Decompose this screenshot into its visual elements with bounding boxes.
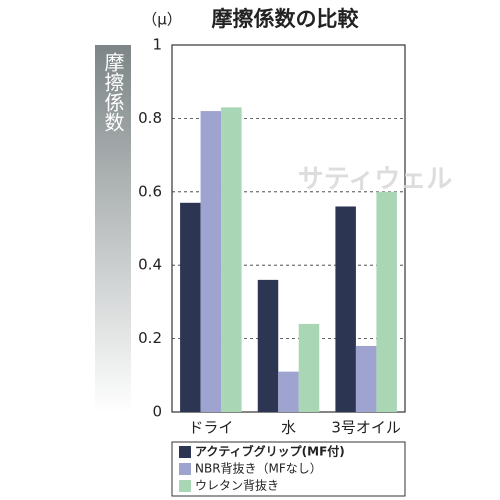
- legend-swatch: [179, 446, 191, 458]
- y-tick-label: 0.4: [138, 256, 162, 274]
- legend-swatch: [179, 463, 191, 475]
- bar: [221, 107, 242, 412]
- legend-label: アクティブグリップ(MF付): [195, 444, 345, 459]
- bar: [257, 279, 279, 412]
- y-axis-label: 摩擦係数: [101, 52, 125, 132]
- x-tick-label: 3号オイル: [331, 419, 401, 437]
- bar: [180, 202, 201, 412]
- y-tick-label: 0.6: [138, 182, 162, 200]
- watermark: サティウェル: [298, 165, 452, 195]
- x-tick-label: ドライ: [188, 419, 233, 437]
- legend-swatch: [179, 480, 191, 492]
- x-tick-label: 水: [281, 419, 296, 437]
- y-tick-label: 0.2: [138, 329, 162, 347]
- y-tick-label: 1: [152, 36, 162, 54]
- bar: [298, 323, 320, 412]
- bar: [200, 111, 222, 412]
- legend-box: [171, 441, 406, 497]
- y-label-band: [95, 45, 131, 413]
- legend-label: NBR背抜き（MFなし）: [195, 462, 322, 476]
- bar: [355, 345, 377, 412]
- bar: [278, 371, 299, 412]
- bar: [376, 191, 397, 412]
- y-tick-label: 0: [152, 403, 162, 421]
- bar: [335, 206, 356, 412]
- unit-label: （μ）: [142, 11, 182, 29]
- legend-label: ウレタン背抜き: [195, 479, 279, 493]
- y-tick-label: 0.8: [138, 109, 162, 127]
- chart-title: 摩擦係数の比較: [212, 7, 360, 31]
